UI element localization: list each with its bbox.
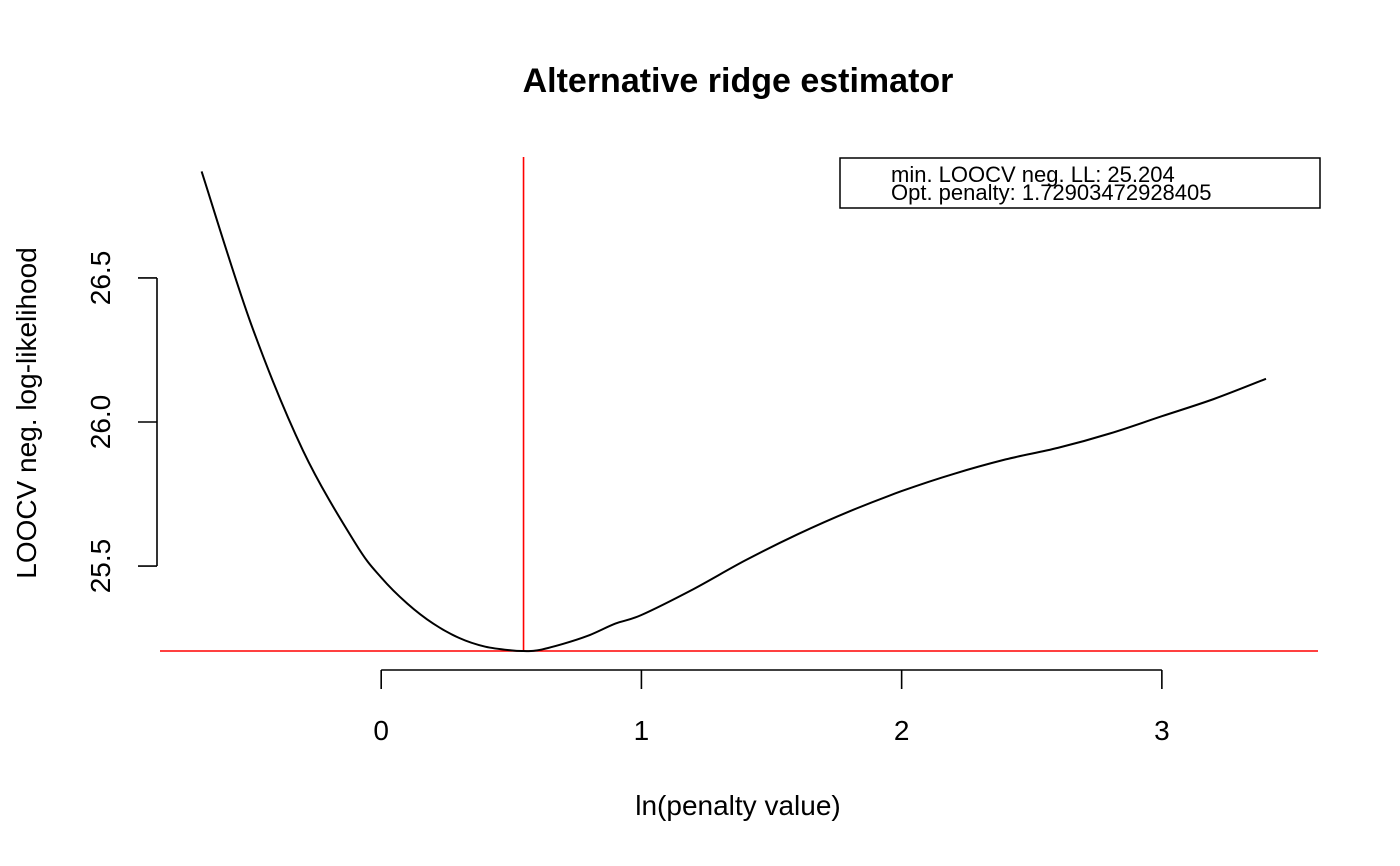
y-axis: 25.5 26.0 26.5 xyxy=(85,251,158,594)
x-tick-label: 3 xyxy=(1154,715,1170,746)
x-tick-label: 2 xyxy=(894,715,910,746)
x-tick-label: 1 xyxy=(634,715,650,746)
legend-line-1: min. LOOCV neg. LL: 25.204 xyxy=(891,162,1175,187)
legend-line-2: Opt. penalty: 1.72903472928405 xyxy=(891,180,1212,205)
chart-title: Alternative ridge estimator xyxy=(523,62,954,100)
reference-lines xyxy=(160,157,1318,652)
series-group xyxy=(200,171,1267,653)
loocv-curve xyxy=(200,171,1267,653)
y-tick-label: 26.0 xyxy=(85,395,116,450)
legend-box xyxy=(839,157,1321,209)
y-tick-label: 26.5 xyxy=(85,251,116,306)
y-tick-label: 25.5 xyxy=(85,539,116,594)
x-tick-label: 0 xyxy=(373,715,389,746)
y-axis-label: LOOCV neg. log-likelihood xyxy=(11,247,42,579)
x-axis-label: ln(penalty value) xyxy=(635,790,840,821)
x-axis: 0 1 2 3 xyxy=(373,669,1170,746)
legend: min. LOOCV neg. LL: 25.204 Opt. penalty:… xyxy=(839,157,1321,209)
